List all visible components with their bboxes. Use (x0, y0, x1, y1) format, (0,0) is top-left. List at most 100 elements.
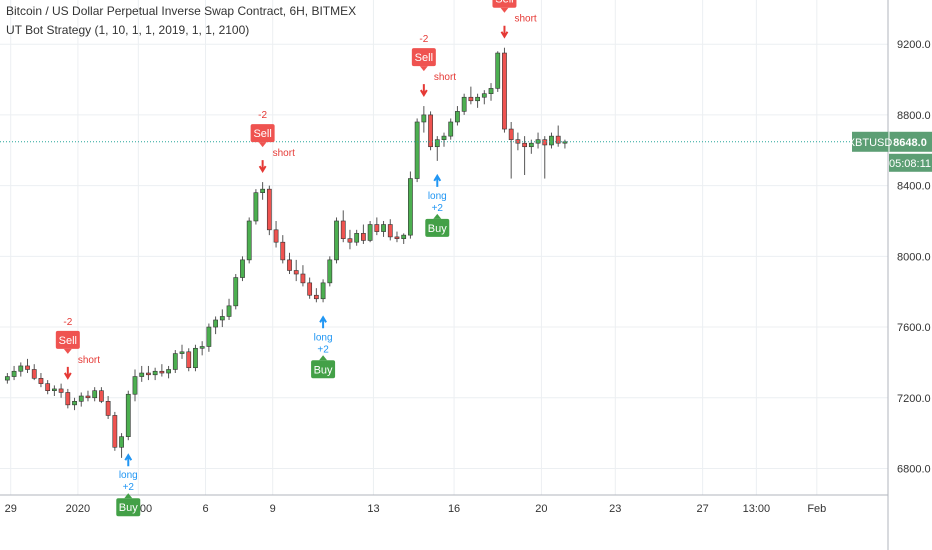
buy-signal: long+2 Buy (311, 315, 336, 379)
candle (152, 367, 158, 381)
countdown-box (889, 153, 932, 172)
candle (448, 118, 454, 140)
short-arrow-icon (419, 84, 428, 98)
candle-body (549, 135, 554, 146)
strategy-signals: -2Sellshortlong+2Buy-2Sellshortlong+2Buy… (55, 0, 537, 517)
candle-body (293, 270, 299, 275)
candle-body (287, 259, 292, 271)
price-axis: 9200.0 8800.0 8400.0 8000.0 7600.0 7200.0 6800… (897, 39, 931, 475)
candle (125, 390, 131, 441)
candle-body (139, 372, 145, 377)
sell-label-box (411, 48, 436, 67)
candle (394, 231, 400, 243)
symbol-label: XBTUSD (848, 137, 893, 149)
candle (179, 344, 185, 359)
candle (361, 224, 366, 244)
candle-body (240, 259, 245, 278)
candle-body (65, 392, 71, 406)
candle (146, 365, 151, 381)
candle-body (260, 188, 266, 193)
candle (260, 182, 266, 200)
candle-body (226, 305, 232, 317)
candle (374, 217, 380, 236)
candle (320, 279, 326, 303)
candle-body (25, 365, 30, 370)
candle-body (172, 353, 178, 370)
candle-body (461, 96, 467, 112)
signal-count: +2 (123, 482, 135, 493)
candle (542, 136, 548, 179)
buy-label-box (311, 360, 336, 379)
buy-label-box (116, 498, 141, 517)
candle (481, 90, 487, 105)
candle-body (327, 259, 333, 284)
candle-body (421, 114, 427, 123)
candle (401, 233, 407, 244)
candle-body (387, 224, 393, 238)
candle-body (502, 52, 507, 130)
sell-label: Sell (253, 128, 271, 140)
candle-body (193, 347, 198, 369)
candle-body (441, 135, 447, 140)
candle (112, 411, 118, 451)
candle (428, 111, 433, 151)
candle (455, 106, 460, 126)
time-tick-label: 23 (609, 503, 621, 515)
candle (488, 83, 494, 101)
candle-body (18, 365, 24, 372)
buy-label: Buy (314, 364, 333, 376)
candle-body (45, 383, 51, 391)
sell-label: Sell (59, 335, 77, 347)
sell-label-pointer (258, 142, 267, 148)
candle-body (112, 415, 118, 448)
candle (421, 106, 427, 133)
candle-body (119, 436, 124, 448)
candle (105, 396, 111, 419)
candle (193, 344, 198, 372)
candle (166, 365, 171, 379)
price-tick-label: 8400.0 (897, 181, 931, 193)
candle (99, 387, 104, 404)
buy-signal: long+2 Buy (425, 173, 450, 237)
candle (434, 136, 440, 161)
candle (468, 86, 474, 105)
candle-body (535, 139, 541, 144)
price-tick-label: 7600.0 (897, 322, 931, 334)
candle-body (340, 220, 346, 239)
candle (461, 93, 467, 115)
candle (78, 392, 84, 407)
candle (549, 132, 554, 149)
candle (555, 125, 561, 147)
buy-label-pointer (319, 355, 328, 361)
candle-body (307, 282, 313, 296)
candle-body (381, 224, 386, 232)
candle-body (542, 139, 548, 146)
candle-body (508, 128, 514, 140)
candle-body (152, 370, 158, 376)
candle (206, 323, 212, 352)
candle-body (199, 346, 205, 349)
candle (502, 47, 507, 133)
strategy-legend[interactable]: UT Bot Strategy (1, 10, 1, 1, 2019, 1, 1… (6, 23, 250, 37)
candle (354, 229, 360, 246)
candle (367, 220, 373, 243)
long-note: long (428, 191, 447, 202)
sell-label-pointer (63, 348, 72, 354)
candle (327, 256, 333, 287)
candle-body (347, 238, 353, 243)
candle-body (401, 234, 407, 239)
candle (72, 397, 77, 411)
candle (300, 265, 306, 287)
candle-body (266, 188, 272, 231)
sell-label-box (250, 124, 275, 143)
signal-count: +2 (317, 344, 329, 355)
candle (11, 365, 17, 381)
signal-count: -2 (63, 317, 72, 328)
short-note: short (78, 355, 100, 366)
candle-body (495, 52, 501, 89)
